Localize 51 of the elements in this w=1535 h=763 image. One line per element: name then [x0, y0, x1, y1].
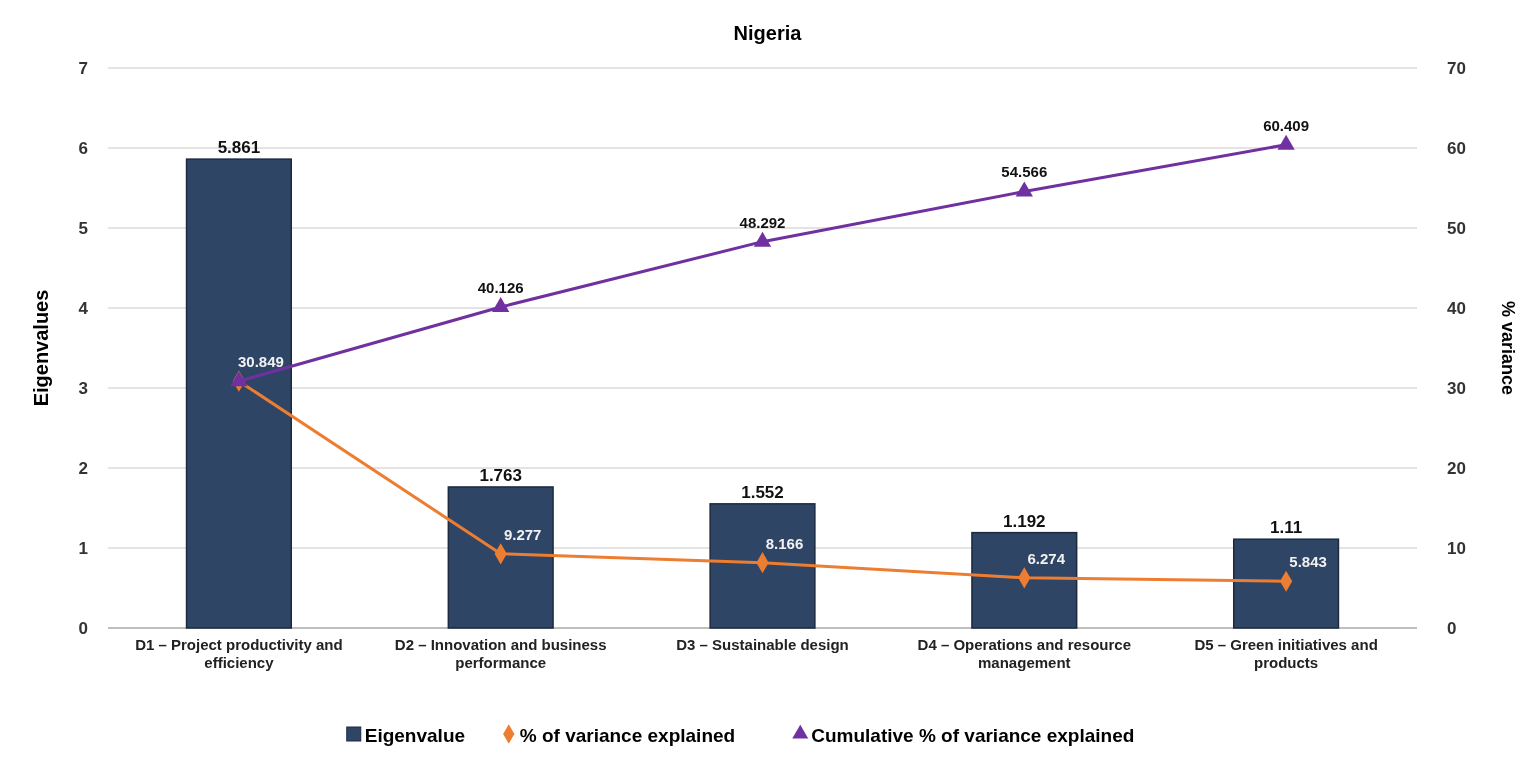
y2-tick-label: 70 [1447, 58, 1466, 78]
bar [709, 503, 816, 629]
data-label: 30.849 [237, 353, 284, 371]
data-label: 5.861 [217, 138, 261, 158]
data-label: 1.552 [741, 482, 784, 502]
y-tick-label: 2 [78, 458, 88, 478]
y-tick-label: 3 [78, 378, 88, 398]
x-tick-label: D4 – Operations and resource management [917, 636, 1131, 671]
bar [185, 158, 293, 629]
y2-tick-label: 30 [1447, 378, 1466, 398]
point [1015, 181, 1033, 197]
y-axis-title: Eigenvalues [30, 289, 52, 407]
data-label: 8.166 [765, 534, 804, 552]
y-tick-label: 5 [78, 218, 88, 238]
bar [1232, 538, 1340, 629]
y2-tick-label: 0 [1447, 618, 1457, 638]
y-tick-label: 4 [78, 298, 89, 318]
y-tick-label: 1 [78, 538, 88, 558]
x-tick-label: D1 – Project productivity and efficiency [135, 636, 343, 671]
data-label: 1.192 [1003, 511, 1046, 531]
data-label: 1.763 [479, 465, 522, 485]
data-label: 9.277 [503, 525, 542, 543]
point [1277, 134, 1295, 150]
chart-title: Nigeria [733, 22, 803, 44]
y2-tick-label: 40 [1447, 298, 1466, 318]
point [753, 231, 772, 247]
x-tick-label: D5 – Green initiatives and products [1194, 636, 1378, 671]
data-label: 1.11 [1270, 518, 1303, 538]
legend-label: Eigenvalue [364, 724, 466, 746]
legend-label: Cumulative % of variance explained [811, 724, 1135, 746]
data-label: 6.274 [1027, 549, 1066, 567]
y2-tick-label: 20 [1447, 458, 1466, 478]
point [492, 296, 510, 312]
legend-label: % of variance explained [519, 724, 736, 746]
data-label: 5.843 [1289, 553, 1327, 571]
x-tick-label: D2 – Innovation and business performance [394, 636, 607, 671]
bar [447, 486, 554, 629]
data-label: 60.409 [1263, 116, 1310, 134]
y2-tick-label: 50 [1447, 218, 1466, 238]
data-label: 40.126 [477, 278, 524, 296]
y2-tick-label: 60 [1447, 138, 1466, 158]
y-tick-label: 0 [78, 618, 88, 638]
y-tick-label: 6 [78, 138, 88, 158]
bar [971, 531, 1078, 629]
y-tick-label: 7 [78, 58, 88, 78]
y2-tick-label: 10 [1447, 538, 1466, 558]
y2-axis-title: % variance [1498, 300, 1518, 396]
data-label: 48.292 [739, 213, 786, 231]
point [230, 371, 248, 387]
x-tick-label: D3 – Sustainable design [676, 636, 849, 653]
data-label: 54.566 [1001, 163, 1048, 181]
